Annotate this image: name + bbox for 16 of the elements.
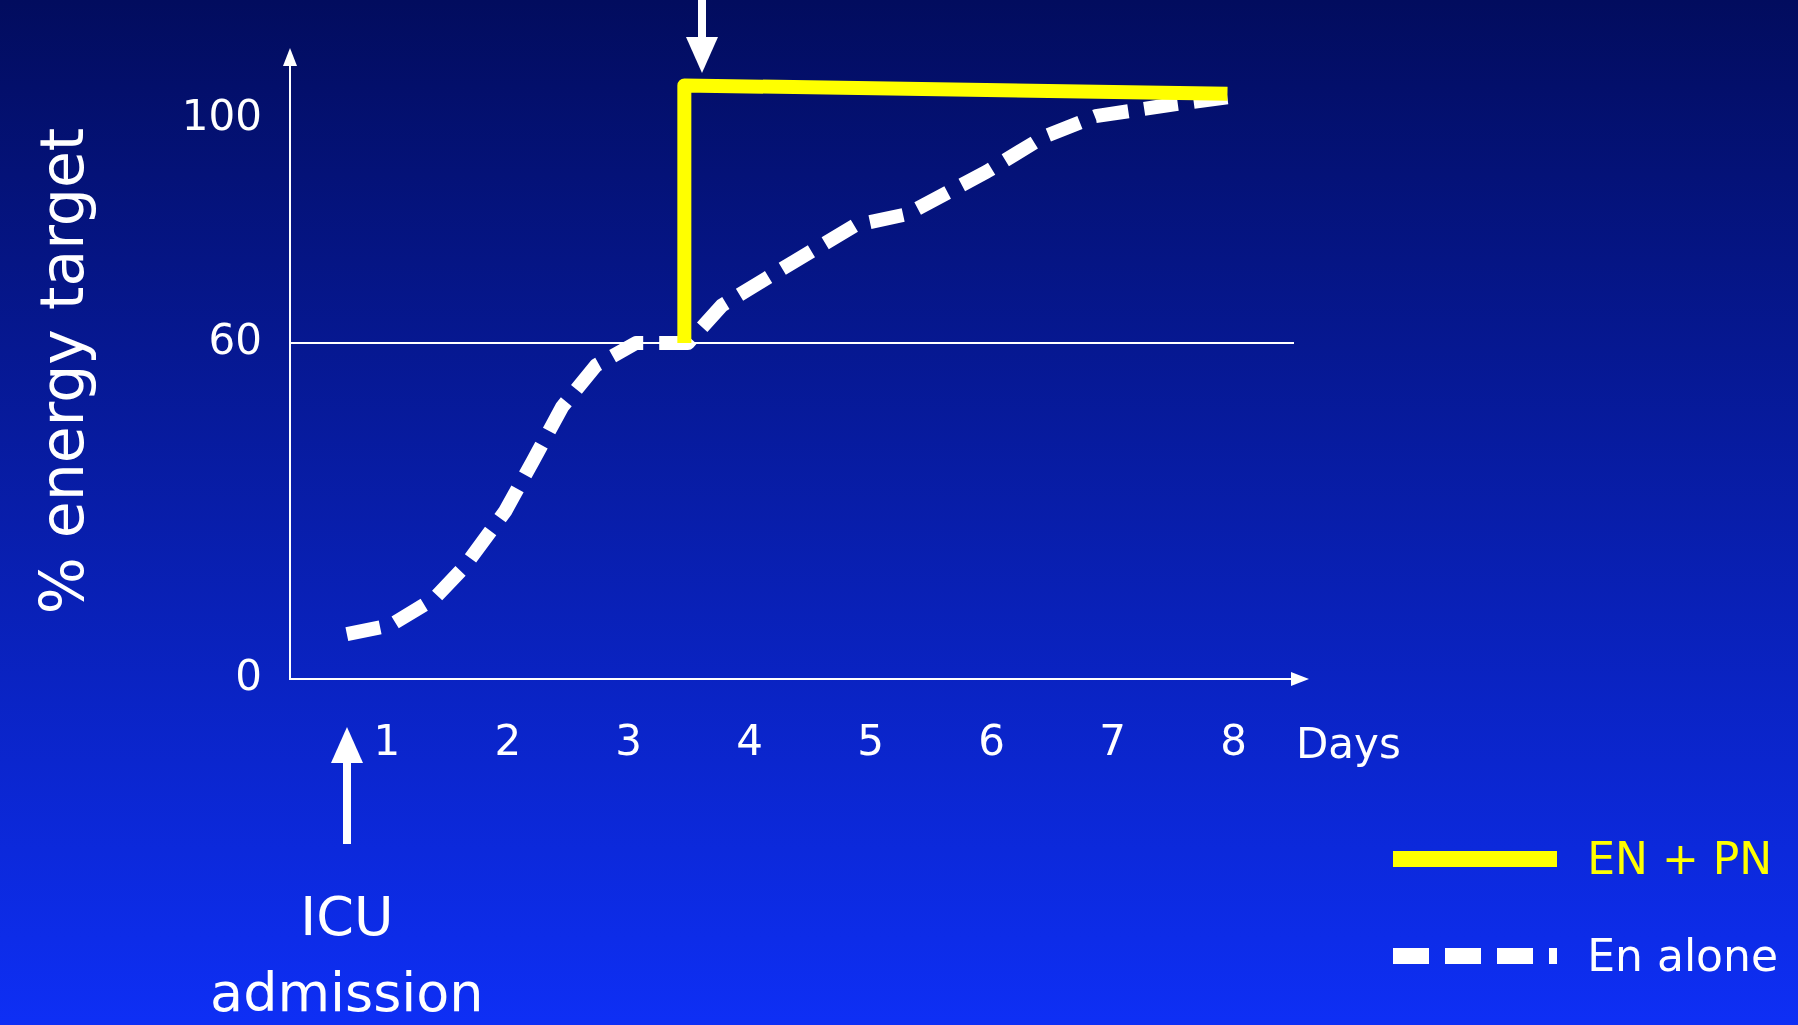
y-tick-label: 60 — [208, 314, 262, 364]
x-tick-label: 4 — [736, 716, 764, 766]
y-tick-label: 0 — [235, 650, 262, 700]
x-tick-label: 7 — [1099, 716, 1126, 766]
x-tick-label: 1 — [373, 716, 401, 766]
x-tick-label: 2 — [494, 716, 522, 766]
legend-label: EN + PN — [1587, 833, 1773, 884]
x-tick-label: 3 — [615, 716, 643, 766]
x-tick-label: 8 — [1220, 716, 1247, 766]
x-tick-label: 6 — [978, 716, 1005, 766]
x-tick-label: 5 — [857, 716, 884, 766]
text: ICU admission — [209, 884, 485, 1025]
y-axis-title: % energy target — [26, 127, 97, 615]
legend-label: En alone — [1587, 930, 1778, 981]
x-axis-title: Days — [1296, 719, 1401, 768]
y-tick-label: 100 — [181, 90, 262, 140]
